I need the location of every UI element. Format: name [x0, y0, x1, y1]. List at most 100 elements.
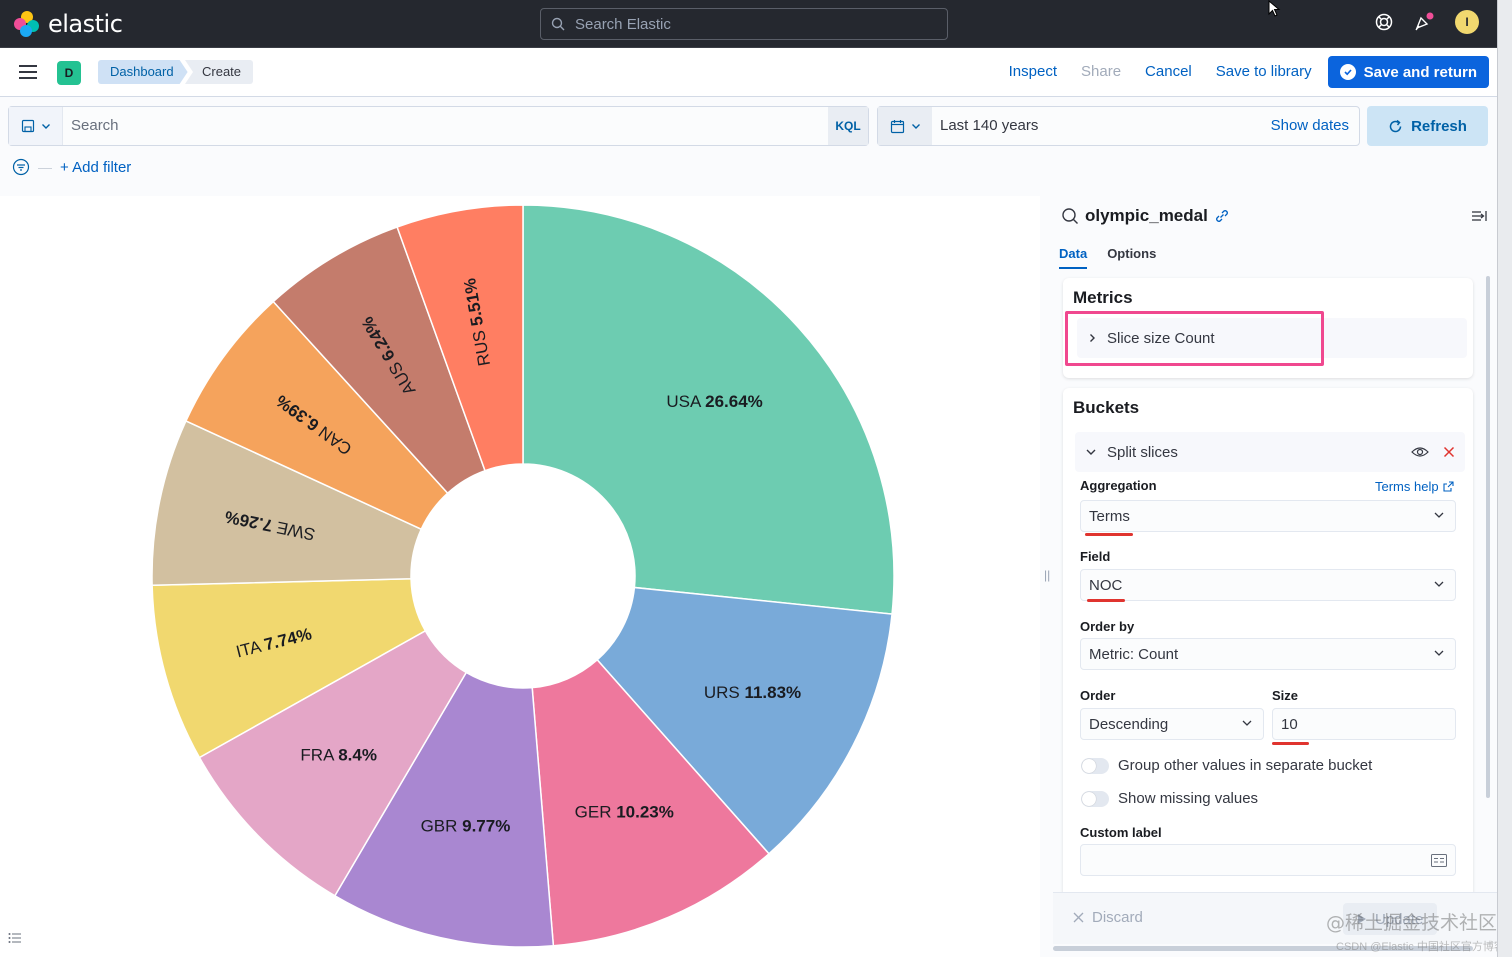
chart-canvas: USA 26.64% URS 11.83% GER 10.23% GBR 9.77% F… — [0, 196, 1040, 957]
pie-slice-swe[interactable] — [151, 419, 423, 587]
app-name: elastic — [48, 10, 123, 38]
pie-slice-gbr[interactable] — [333, 671, 555, 948]
chevron-right-icon — [1090, 334, 1095, 342]
time-range-label[interactable]: Last 140 years — [940, 117, 1039, 134]
query-bar: Search KQL — [8, 106, 869, 146]
discard-button[interactable]: Discard — [1073, 909, 1143, 926]
inspect-button[interactable]: Inspect — [1008, 63, 1058, 80]
news-feed-icon[interactable] — [1413, 12, 1435, 32]
query-search-input[interactable]: Search — [63, 107, 828, 145]
refresh-label: Refresh — [1411, 117, 1467, 135]
group-other-toggle[interactable] — [1081, 757, 1109, 774]
size-value: 10 — [1281, 715, 1298, 733]
tab-options[interactable]: Options — [1107, 246, 1157, 261]
split-slices-label: Split slices — [1107, 443, 1178, 461]
legend-toggle-icon[interactable] — [8, 932, 22, 944]
show-missing-toggle[interactable] — [1081, 790, 1109, 807]
mouse-cursor-icon — [1268, 0, 1281, 17]
menu-icon[interactable] — [19, 65, 37, 79]
pie-slice-aus[interactable] — [272, 226, 486, 495]
pie-slice-ita[interactable] — [151, 578, 427, 759]
field-select[interactable]: NOC — [1080, 569, 1456, 601]
link-icon[interactable] — [1214, 208, 1230, 224]
pie-slice-rus[interactable] — [396, 204, 524, 472]
cancel-button[interactable]: Cancel — [1145, 63, 1192, 80]
metrics-title: Metrics — [1073, 288, 1133, 307]
panel-scrollbar[interactable] — [1486, 276, 1490, 798]
chevron-down-icon — [41, 124, 50, 129]
chevron-down-icon — [1242, 720, 1252, 726]
noc-underline — [1087, 599, 1125, 602]
save-icon — [21, 119, 34, 133]
group-other-toggle-row[interactable]: Group other values in separate bucket — [1081, 757, 1372, 774]
pie-slice-urs[interactable] — [596, 586, 893, 855]
size-label: Size — [1272, 688, 1299, 703]
update-button[interactable]: Update — [1343, 903, 1438, 935]
share-button[interactable]: Share — [1081, 63, 1122, 80]
metric-slice-size-row[interactable]: Slice size Count — [1077, 318, 1467, 358]
editor-side-panel: olympic_medal Data Options Metrics Slice… — [1053, 196, 1497, 957]
panel-footer: Discard Update — [1053, 892, 1497, 944]
search-icon — [1062, 208, 1078, 224]
chevron-down-icon — [911, 124, 920, 129]
chevron-down-icon — [1434, 581, 1444, 587]
order-by-select[interactable]: Metric: Count — [1080, 638, 1456, 670]
pie-chart: USA 26.64% URS 11.83% GER 10.23% GBR 9.77% F… — [151, 204, 895, 948]
pie-slice-fra[interactable] — [198, 629, 468, 897]
quick-date-menu-button[interactable] — [878, 107, 932, 145]
breadcrumb-bar: D Dashboard Create Inspect Share Cancel … — [0, 48, 1497, 97]
tab-data[interactable]: Data — [1059, 244, 1088, 269]
show-missing-toggle-row[interactable]: Show missing values — [1081, 790, 1258, 807]
terms-help-link[interactable]: Terms help — [1375, 479, 1454, 494]
user-avatar[interactable]: I — [1455, 10, 1479, 34]
saved-query-button[interactable] — [9, 107, 63, 145]
eye-icon[interactable] — [1411, 446, 1429, 458]
order-value: Descending — [1089, 715, 1169, 733]
space-avatar[interactable]: D — [57, 61, 81, 85]
custom-label-input[interactable] — [1080, 844, 1456, 876]
aggregation-select[interactable]: Terms — [1080, 500, 1456, 532]
index-pattern-name: olympic_medal — [1085, 206, 1208, 225]
save-and-return-button[interactable]: Save and return — [1327, 56, 1489, 88]
filter-options-icon[interactable] — [12, 158, 30, 176]
refresh-icon — [1389, 119, 1402, 132]
show-dates-button[interactable]: Show dates — [1270, 117, 1349, 134]
order-by-label: Order by — [1080, 619, 1135, 634]
chevron-down-icon — [1434, 650, 1444, 656]
terms-underline — [1085, 533, 1133, 536]
pie-slice-ger[interactable] — [531, 658, 770, 947]
check-icon — [1339, 64, 1356, 80]
horizontal-scrollbar[interactable] — [1053, 946, 1473, 951]
watermark-subtext: CSDN @Elastic 中国社区官方博客 — [1336, 941, 1505, 953]
order-by-value: Metric: Count — [1089, 645, 1179, 663]
panel-resize-handle[interactable]: || — [1044, 568, 1051, 582]
calendar-icon — [890, 119, 904, 133]
size-input[interactable]: 10 — [1272, 708, 1456, 740]
close-icon — [1073, 912, 1084, 923]
metric-row-label: Slice size Count — [1107, 329, 1215, 347]
field-label: Field — [1080, 549, 1111, 564]
discard-label: Discard — [1092, 909, 1143, 926]
buckets-card: Buckets Split slices Aggregation Terms h… — [1063, 388, 1473, 898]
help-icon[interactable] — [1375, 13, 1393, 31]
collapse-panel-icon[interactable] — [1471, 208, 1487, 224]
refresh-button[interactable]: Refresh — [1367, 106, 1488, 146]
kql-toggle-button[interactable]: KQL — [828, 107, 868, 145]
global-header: elastic Search Elastic I — [0, 0, 1497, 48]
group-other-label: Group other values in separate bucket — [1118, 757, 1373, 774]
date-picker: Last 140 years Show dates — [877, 106, 1360, 146]
elastic-logo[interactable]: elastic — [14, 10, 123, 38]
split-slices-row[interactable]: Split slices — [1075, 432, 1465, 472]
update-label: Update — [1375, 910, 1424, 928]
order-select[interactable]: Descending — [1080, 708, 1264, 740]
search-icon — [551, 17, 565, 31]
pie-slice-usa[interactable] — [522, 204, 895, 615]
breadcrumb-dashboard[interactable]: Dashboard — [98, 60, 188, 84]
add-filter-button[interactable]: + Add filter — [60, 158, 132, 176]
elastic-logo-icon — [14, 11, 40, 37]
custom-label-label: Custom label — [1080, 825, 1162, 840]
save-to-library-button[interactable]: Save to library — [1215, 63, 1312, 80]
chevron-down-icon — [1086, 449, 1096, 455]
global-search-input[interactable]: Search Elastic — [540, 8, 948, 40]
remove-icon[interactable] — [1443, 446, 1455, 458]
